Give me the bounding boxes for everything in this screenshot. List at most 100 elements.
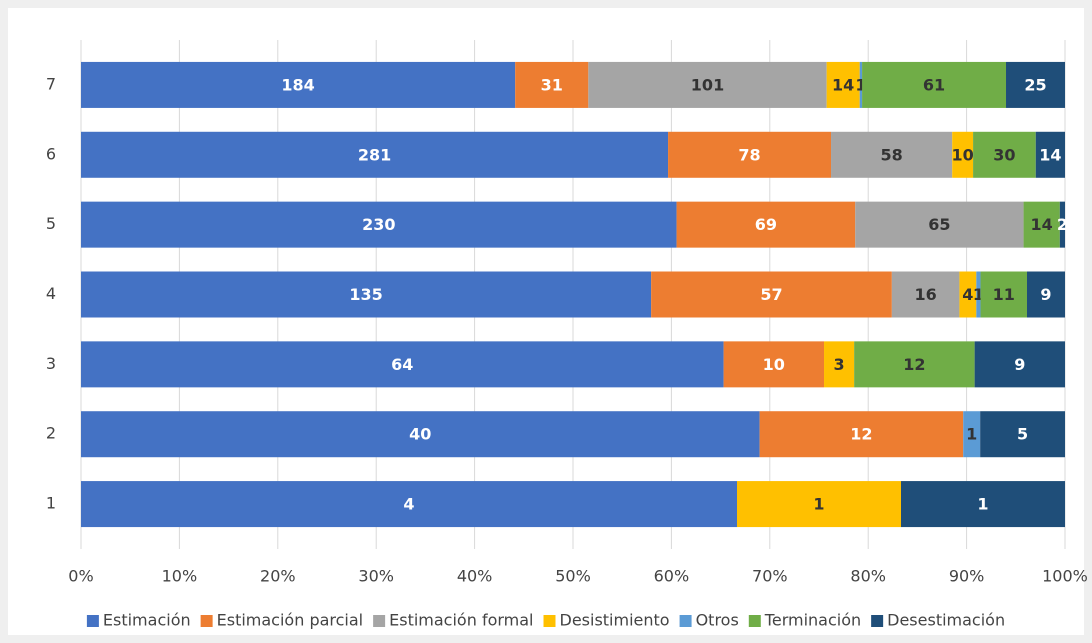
legend-swatch	[86, 615, 99, 627]
bar-segment	[974, 341, 1065, 388]
y-tick-label: 2	[46, 424, 56, 443]
y-tick-label: 3	[46, 354, 56, 373]
data-label: 16	[915, 285, 937, 304]
x-tick-label: 70%	[752, 567, 788, 586]
data-label: 184	[281, 75, 314, 94]
data-label: 2	[1057, 215, 1068, 234]
bar-segment	[81, 481, 737, 528]
data-label: 61	[923, 75, 945, 94]
bar-segment	[854, 341, 975, 388]
data-label: 25	[1024, 75, 1046, 94]
data-label: 31	[541, 75, 563, 94]
bar-segment	[723, 341, 825, 388]
bar-segment	[588, 61, 827, 108]
bar-segment	[980, 271, 1027, 318]
y-tick-label: 5	[46, 214, 56, 233]
bar-segment	[952, 131, 974, 178]
legend-label: Estimación formal	[389, 611, 533, 630]
data-label: 9	[1040, 285, 1051, 304]
data-label: 65	[928, 215, 950, 234]
data-label: 30	[993, 145, 1015, 164]
x-tick-label: 30%	[358, 567, 394, 586]
bar-segment	[81, 201, 677, 248]
bar-segment	[976, 271, 981, 318]
bar-segment	[676, 201, 856, 248]
x-tick-label: 50%	[555, 567, 591, 586]
bar-segment	[901, 481, 1065, 528]
x-tick-label: 60%	[654, 567, 690, 586]
data-label: 58	[880, 145, 902, 164]
data-label: 1	[813, 495, 824, 514]
data-label: 10	[951, 145, 973, 164]
y-tick-label: 4	[46, 284, 56, 303]
data-label: 14	[832, 75, 854, 94]
bar-segment	[862, 61, 1007, 108]
legend-swatch	[679, 615, 692, 627]
data-label: 5	[1017, 425, 1028, 444]
legend-swatch	[871, 615, 884, 627]
data-label: 4	[962, 285, 973, 304]
y-tick-label: 1	[46, 494, 56, 513]
bar-segment	[855, 201, 1024, 248]
data-label: 1	[966, 425, 977, 444]
data-label: 281	[358, 145, 391, 164]
bar-segment	[891, 271, 960, 318]
data-label: 12	[850, 425, 872, 444]
bar-segment	[824, 341, 855, 388]
data-label: 10	[763, 355, 785, 374]
bar-segment	[81, 411, 760, 458]
legend-label: Estimación parcial	[217, 611, 364, 630]
data-label: 14	[1039, 145, 1061, 164]
data-label: 3	[834, 355, 845, 374]
data-label: 9	[1014, 355, 1025, 374]
data-label: 40	[409, 425, 431, 444]
bar-segment	[668, 131, 832, 178]
bar-segment	[81, 61, 516, 108]
x-tick-label: 90%	[949, 567, 985, 586]
panel	[8, 8, 1084, 635]
bar-segment	[963, 411, 981, 458]
legend-label: Desistimiento	[560, 611, 670, 630]
data-label: 57	[760, 285, 782, 304]
bar-segment	[980, 411, 1065, 458]
bar-segment	[81, 131, 669, 178]
data-label: 14	[1031, 215, 1053, 234]
y-tick-label: 7	[46, 74, 56, 93]
legend-swatch	[200, 615, 213, 627]
bar-segment	[1026, 271, 1065, 318]
data-label: 1	[977, 495, 988, 514]
data-label: 101	[691, 75, 724, 94]
data-label: 12	[903, 355, 925, 374]
bar-segment	[959, 271, 977, 318]
bar-segment	[973, 131, 1036, 178]
bar-segment	[1006, 61, 1065, 108]
x-tick-label: 20%	[260, 567, 296, 586]
bar-segment	[651, 271, 892, 318]
data-label: 11	[993, 285, 1015, 304]
data-label: 78	[738, 145, 760, 164]
y-tick-label: 6	[46, 144, 56, 163]
bar-segment	[859, 61, 863, 108]
bar-segment	[737, 481, 901, 528]
x-tick-label: 0%	[68, 567, 93, 586]
data-label: 1	[855, 75, 866, 94]
bar-segment	[515, 61, 589, 108]
legend-label: Desestimación	[887, 611, 1005, 630]
legend-label: Otros	[696, 611, 739, 630]
x-tick-label: 40%	[457, 567, 493, 586]
legend-label: Terminación	[764, 611, 861, 630]
legend-swatch	[373, 615, 386, 627]
x-tick-label: 100%	[1042, 567, 1088, 586]
bar-segment	[1035, 131, 1065, 178]
data-label: 135	[349, 285, 382, 304]
data-label: 230	[362, 215, 395, 234]
data-label: 1	[973, 285, 984, 304]
x-tick-label: 80%	[850, 567, 886, 586]
bar-segment	[81, 271, 652, 318]
bar-segment	[81, 341, 724, 388]
bar-segment	[1059, 201, 1065, 248]
bar-segment	[1023, 201, 1060, 248]
legend-swatch	[543, 615, 556, 627]
